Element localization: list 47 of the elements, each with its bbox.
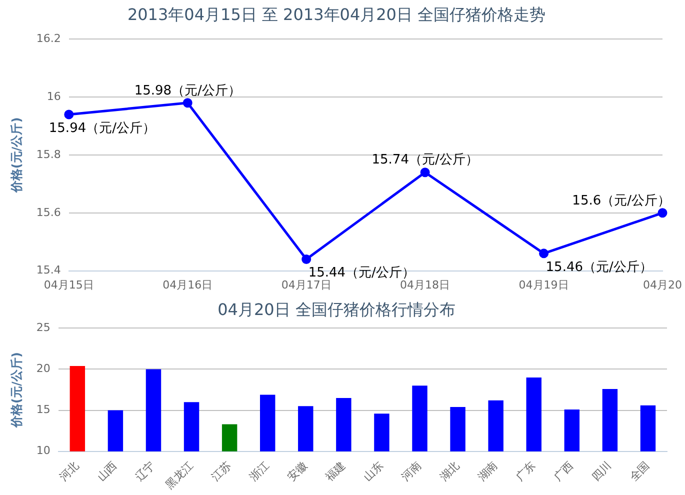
chart-title: 2013年04月15日 至 2013年04月20日 全国仔猪价格走势 — [127, 4, 546, 24]
x-tick-label: 浙江 — [247, 458, 272, 484]
y-tick-label: 15.4 — [36, 264, 61, 277]
x-tick-label: 湖南 — [475, 458, 500, 484]
x-tick-label: 辽宁 — [132, 458, 158, 484]
data-label: 15.94（元/公斤） — [48, 120, 156, 136]
chart-title: 04月20日 全国仔猪价格行情分布 — [218, 300, 456, 319]
y-tick-label: 15 — [36, 403, 50, 416]
x-tick-label: 河南 — [399, 458, 424, 484]
y-tick-label: 10 — [36, 444, 50, 458]
x-tick-label: 山西 — [94, 458, 120, 484]
data-label: 15.98（元/公斤） — [134, 83, 241, 98]
x-tick-label: 04月18日 — [400, 278, 450, 292]
y-tick-label: 16 — [46, 90, 61, 103]
point — [64, 110, 74, 120]
x-tick-label: 湖北 — [437, 458, 462, 484]
y-tick-label: 16.2 — [36, 32, 61, 46]
point — [658, 208, 668, 218]
y-tick-label: 15.8 — [36, 148, 61, 161]
x-tick-label: 全国 — [627, 458, 652, 484]
point — [420, 168, 430, 178]
x-tick-label: 04月16日 — [162, 278, 213, 292]
x-tick-label: 福建 — [323, 458, 348, 484]
x-tick-label: 河北 — [56, 458, 82, 484]
x-tick-label: 江苏 — [208, 458, 234, 484]
point — [302, 254, 312, 264]
y-tick-label: 15.6 — [36, 206, 61, 219]
x-tick-label: 黑龙江 — [163, 458, 196, 492]
y-axis-title: 价格(元/公斤) — [9, 117, 24, 194]
x-tick-label: 04月19日 — [518, 278, 569, 292]
x-tick-label: 山东 — [361, 458, 386, 484]
x-tick-label: 安徽 — [285, 458, 310, 484]
y-tick-label: 25 — [36, 321, 50, 334]
x-tick-label: 广东 — [513, 458, 538, 484]
x-tick-label: 04月17日 — [281, 278, 332, 292]
data-label: 15.44（元/公斤） — [308, 266, 415, 281]
x-tick-label: 04月20 — [643, 278, 682, 292]
data-label: 15.6（元/公斤） — [572, 193, 671, 208]
point — [539, 248, 549, 258]
data-label: 15.46（元/公斤） — [546, 260, 652, 275]
y-axis-title: 价格(元/公斤) — [9, 352, 24, 428]
x-tick-label: 四川 — [589, 458, 614, 484]
data-label: 15.74（元/公斤） — [372, 152, 478, 168]
y-tick-label: 20 — [36, 362, 50, 376]
x-tick-label: 04月15日 — [44, 278, 94, 292]
point — [182, 98, 192, 108]
x-tick-label: 广西 — [551, 458, 576, 484]
